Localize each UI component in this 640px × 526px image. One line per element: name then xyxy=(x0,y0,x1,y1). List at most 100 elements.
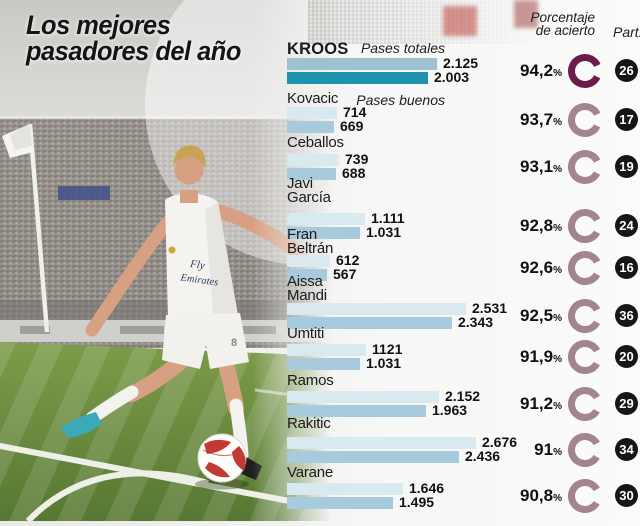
bar-pases-totales xyxy=(287,437,476,449)
accuracy-ring-icon xyxy=(568,103,602,137)
player-name: Kovacic xyxy=(287,90,339,107)
legend-pases-buenos: Pases buenos xyxy=(356,92,445,108)
title-line2: pasadores del año xyxy=(26,36,241,66)
value-pases-buenos: 1.495 xyxy=(399,494,435,510)
bar-pases-totales xyxy=(287,391,439,403)
accuracy-ring-icon xyxy=(568,387,602,421)
passers-chart: Porcentaje de acierto Part. Pases totale… xyxy=(287,0,640,521)
value-pases-buenos: 1.031 xyxy=(366,355,402,371)
shorts-number: 8 xyxy=(231,337,237,349)
player-name: Aissa Mandi xyxy=(287,273,327,304)
value-pases-totales: 739 xyxy=(345,151,369,167)
player-head xyxy=(174,155,204,185)
participation-badge: 30 xyxy=(615,484,638,507)
value-pases-buenos: 2.343 xyxy=(458,314,494,330)
player-name: KROOS xyxy=(287,40,349,58)
bar-pases-totales xyxy=(287,255,330,267)
participation-badge: 34 xyxy=(615,438,638,461)
scoreboard-red-blob xyxy=(443,6,477,36)
value-pases-totales: 1.646 xyxy=(409,480,445,496)
accuracy-ring-icon xyxy=(568,209,602,243)
value-pases-totales: 1.111 xyxy=(371,210,405,226)
accuracy-ring-icon xyxy=(568,299,602,333)
club-crest xyxy=(168,246,176,254)
bar-pases-buenos xyxy=(287,269,327,281)
bar-pases-totales xyxy=(287,344,366,356)
player-left-boot xyxy=(61,412,102,438)
accuracy-value: 90,8% xyxy=(520,486,562,505)
participation-badge: 20 xyxy=(615,345,638,368)
player-name: Umtiti xyxy=(287,325,325,342)
value-pases-totales: 2.531 xyxy=(472,300,508,316)
player-name: Javi García xyxy=(287,175,331,206)
accuracy-value: 92,6% xyxy=(520,258,562,277)
stadium-photo: Fly Emirates 8 xyxy=(0,0,331,524)
bar-pases-buenos xyxy=(287,72,428,84)
value-pases-totales: 2.125 xyxy=(443,55,479,71)
scoreboard-red-blob xyxy=(514,0,538,28)
legend-pases-totales: Pases totales xyxy=(360,40,445,56)
value-pases-buenos: 1.963 xyxy=(432,402,468,418)
participation-badge: 29 xyxy=(615,392,638,415)
bar-pases-totales xyxy=(287,303,466,315)
participation-badge: 24 xyxy=(615,214,638,237)
shirt-sponsor-line1: Fly xyxy=(188,258,205,272)
title-line1: Los mejores xyxy=(26,10,171,40)
player-name: Ceballos xyxy=(287,134,344,151)
shirt-sponsor-line2: Emirates xyxy=(179,272,219,288)
player-name: Ramos xyxy=(287,372,334,389)
bar-pases-buenos xyxy=(287,121,334,133)
accuracy-value: 93,7% xyxy=(520,110,562,129)
corner-arc xyxy=(25,470,209,524)
bar-pases-totales xyxy=(287,213,365,225)
participation-column-header: Part. xyxy=(613,24,640,40)
bar-pases-buenos xyxy=(287,451,459,463)
photo-illustration: Fly Emirates 8 xyxy=(0,0,331,524)
accuracy-value: 91,2% xyxy=(520,394,562,413)
bar-pases-buenos xyxy=(287,168,336,180)
accuracy-ring-icon xyxy=(568,340,602,374)
player-left-arm xyxy=(85,215,175,337)
bar-pases-totales xyxy=(287,154,339,166)
participation-badge: 26 xyxy=(615,59,638,82)
accuracy-ring-icon xyxy=(568,251,602,285)
accuracy-ring-icon xyxy=(568,54,602,88)
player-shorts xyxy=(162,313,249,369)
participation-badge: 19 xyxy=(615,155,638,178)
participation-badge: 17 xyxy=(615,108,638,131)
bar-pases-totales xyxy=(287,483,403,495)
value-pases-totales: 1121 xyxy=(372,341,403,357)
accuracy-value: 93,1% xyxy=(520,157,562,176)
bar-pases-buenos xyxy=(287,358,360,370)
accuracy-ring-icon xyxy=(568,479,602,513)
value-pases-totales: 2.152 xyxy=(445,388,481,404)
accuracy-value: 94,2% xyxy=(520,61,562,80)
corner-flag-illustration xyxy=(2,123,50,333)
accuracy-column-header: Porcentaje de acierto xyxy=(530,10,595,38)
scoreboard xyxy=(58,186,110,200)
bar-pases-buenos xyxy=(287,405,426,417)
participation-badge: 36 xyxy=(615,304,638,327)
bar-pases-buenos xyxy=(287,497,393,509)
player-hair xyxy=(173,145,206,168)
value-pases-totales: 2.676 xyxy=(482,434,518,450)
bar-pases-buenos xyxy=(287,227,360,239)
accuracy-ring-icon xyxy=(568,433,602,467)
value-pases-buenos: 688 xyxy=(342,165,366,181)
crowd-top-strip xyxy=(308,0,560,44)
accuracy-ring-icon xyxy=(568,150,602,184)
accuracy-value: 91% xyxy=(534,440,562,459)
accuracy-value: 92,8% xyxy=(520,216,562,235)
value-pases-totales: 714 xyxy=(343,104,367,120)
value-pases-buenos: 567 xyxy=(333,266,357,282)
bar-pases-totales xyxy=(287,107,337,119)
player-name: Varane xyxy=(287,464,334,481)
player-name: Fran Beltrán xyxy=(287,226,334,257)
value-pases-totales: 612 xyxy=(336,252,360,268)
accuracy-value: 92,5% xyxy=(520,306,562,325)
bar-pases-buenos xyxy=(287,317,452,329)
page-title: Los mejores pasadores del año xyxy=(26,10,241,66)
value-pases-buenos: 2.436 xyxy=(465,448,501,464)
value-pases-buenos: 1.031 xyxy=(366,224,402,240)
